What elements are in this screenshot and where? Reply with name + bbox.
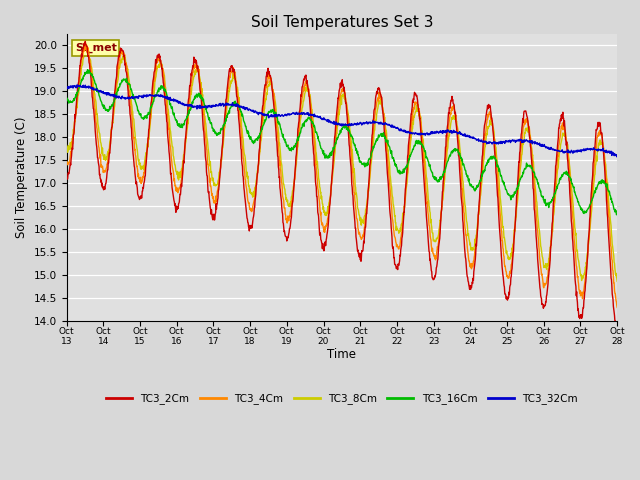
Text: SI_met: SI_met xyxy=(75,43,116,53)
Title: Soil Temperatures Set 3: Soil Temperatures Set 3 xyxy=(251,15,433,30)
Y-axis label: Soil Temperature (C): Soil Temperature (C) xyxy=(15,117,28,238)
Legend: TC3_2Cm, TC3_4Cm, TC3_8Cm, TC3_16Cm, TC3_32Cm: TC3_2Cm, TC3_4Cm, TC3_8Cm, TC3_16Cm, TC3… xyxy=(102,389,582,408)
X-axis label: Time: Time xyxy=(327,348,356,361)
